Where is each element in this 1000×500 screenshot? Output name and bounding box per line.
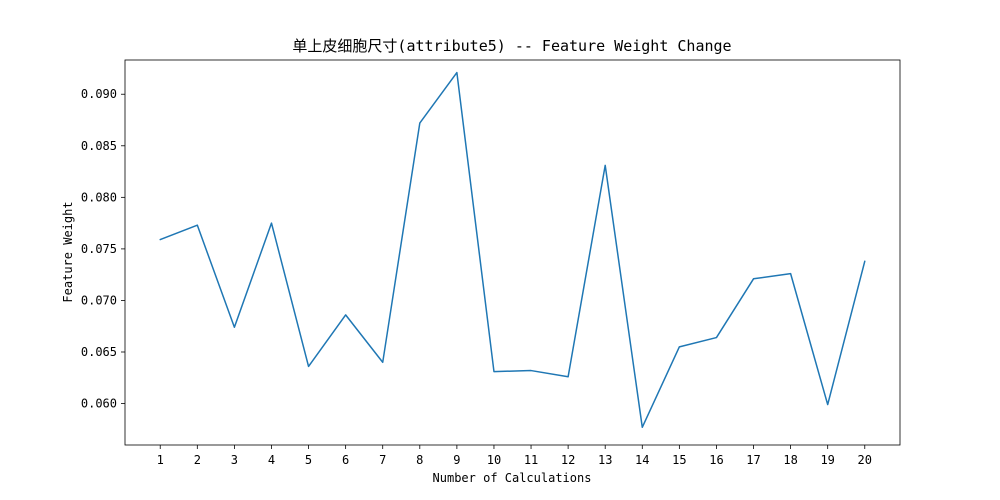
- x-tick-label: 1: [157, 453, 164, 467]
- y-tick-label: 0.065: [81, 345, 117, 359]
- x-tick-label: 2: [194, 453, 201, 467]
- x-tick-label: 19: [820, 453, 834, 467]
- y-tick-label: 0.085: [81, 139, 117, 153]
- y-tick-label: 0.090: [81, 87, 117, 101]
- x-tick-label: 20: [858, 453, 872, 467]
- x-tick-label: 12: [561, 453, 575, 467]
- x-tick-label: 3: [231, 453, 238, 467]
- x-tick-label: 9: [453, 453, 460, 467]
- plot-area: [125, 60, 900, 445]
- x-tick-label: 10: [487, 453, 501, 467]
- y-tick-label: 0.080: [81, 190, 117, 204]
- y-tick-label: 0.070: [81, 293, 117, 307]
- x-tick-label: 16: [709, 453, 723, 467]
- x-tick-label: 18: [783, 453, 797, 467]
- x-tick-label: 7: [379, 453, 386, 467]
- y-tick-label: 0.075: [81, 242, 117, 256]
- series-line: [159, 71, 866, 429]
- x-tick-label: 4: [268, 453, 275, 467]
- x-tick-label: 8: [416, 453, 423, 467]
- x-tick-label: 11: [524, 453, 538, 467]
- x-tick-label: 13: [598, 453, 612, 467]
- y-tick-label: 0.060: [81, 397, 117, 411]
- plot-frame: [124, 59, 901, 446]
- y-axis-label: Feature Weight: [61, 201, 75, 302]
- x-tick-label: 15: [672, 453, 686, 467]
- chart-title: 单上皮细胞尺寸(attribute5) -- Feature Weight Ch…: [292, 37, 731, 55]
- x-tick-label: 5: [305, 453, 312, 467]
- x-tick-label: 6: [342, 453, 349, 467]
- x-tick-label: 14: [635, 453, 649, 467]
- x-tick-label: 17: [746, 453, 760, 467]
- x-axis-label: Number of Calculations: [433, 471, 592, 485]
